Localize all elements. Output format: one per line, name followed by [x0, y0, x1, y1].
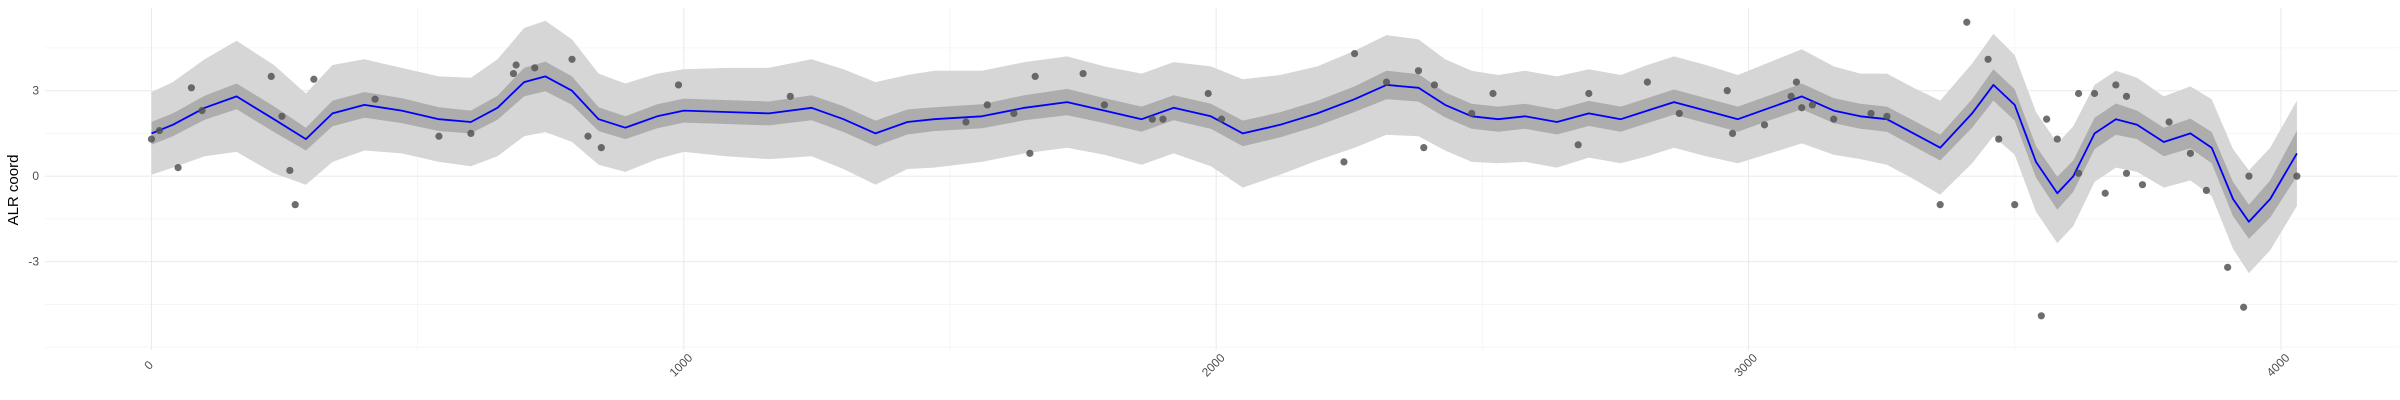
data-point [1382, 78, 1391, 86]
data-point [1420, 144, 1428, 152]
data-point [597, 144, 605, 152]
data-point [2245, 172, 2253, 180]
data-point [2240, 303, 2248, 311]
y-tick-label: -3 [28, 255, 39, 269]
data-point [1430, 81, 1439, 89]
data-point [198, 107, 206, 115]
y-tick-label: 3 [32, 84, 39, 98]
data-point [1963, 18, 1971, 26]
data-point [1031, 72, 1039, 80]
data-point [2074, 169, 2083, 177]
data-point [1883, 112, 1891, 120]
data-point [174, 164, 182, 172]
data-point [2043, 115, 2051, 123]
data-point [310, 75, 318, 83]
data-point [1217, 115, 1226, 123]
data-point [2037, 312, 2045, 320]
data-point [2101, 189, 2109, 197]
data-point [1675, 109, 1683, 118]
data-point [155, 126, 164, 135]
data-point [786, 92, 794, 100]
data-point [2112, 81, 2120, 89]
data-point [1995, 135, 2003, 143]
data-point [291, 201, 299, 209]
data-point [512, 61, 520, 69]
data-point [1808, 101, 1817, 109]
data-point [509, 69, 518, 78]
data-point [2122, 169, 2131, 177]
data-point [147, 135, 156, 143]
data-point [1574, 141, 1582, 149]
x-tick-label: 1000 [667, 351, 696, 380]
x-axis-ticks: 0 1000 2000 3000 4000 [141, 351, 2292, 380]
data-point [1792, 78, 1801, 86]
x-tick-label: 0 [141, 358, 156, 373]
data-point [1936, 201, 1944, 209]
data-point [1204, 89, 1212, 98]
data-point [187, 84, 195, 92]
data-point [2224, 263, 2232, 271]
data-point [568, 55, 576, 63]
data-point [962, 118, 970, 126]
x-tick-label: 2000 [1199, 351, 1228, 380]
data-point [531, 64, 539, 72]
data-point [1984, 55, 1992, 63]
data-point [2090, 89, 2099, 98]
data-point [1010, 109, 1018, 118]
outer-confidence-band [151, 20, 2297, 274]
y-axis-ticks: -3 0 3 [28, 84, 39, 269]
data-point [1723, 87, 1731, 95]
data-point [467, 129, 475, 137]
data-point [2122, 92, 2131, 100]
data-point [1414, 67, 1423, 75]
data-point [584, 132, 592, 140]
data-point [1728, 129, 1737, 137]
confidence-bands [151, 20, 2297, 274]
fitted-curve [151, 75, 2298, 223]
data-point [2138, 181, 2147, 189]
inner-confidence-band [151, 61, 2297, 239]
data-point [2074, 89, 2083, 98]
y-tick-label: 0 [32, 169, 39, 183]
fitted-line [151, 75, 2298, 223]
data-point [1350, 50, 1359, 58]
data-point [2186, 149, 2194, 157]
data-point [1830, 115, 1838, 123]
data-point [2053, 135, 2061, 143]
x-tick-label: 3000 [1731, 351, 1760, 380]
data-point [1148, 115, 1156, 123]
data-point [286, 166, 294, 175]
data-point [2165, 118, 2173, 126]
data-point [1585, 89, 1593, 98]
data-point [278, 112, 286, 120]
y-axis-title: ALR coord [5, 155, 22, 226]
data-point [2202, 186, 2210, 194]
data-point [1798, 104, 1806, 112]
data-point [2293, 172, 2301, 180]
data-point [371, 95, 379, 103]
data-point [1787, 92, 1795, 100]
data-point [2011, 201, 2019, 209]
data-point [1643, 78, 1651, 86]
data-point [1867, 109, 1875, 118]
data-point [1340, 158, 1348, 166]
data-point [1159, 115, 1167, 123]
data-point [267, 72, 275, 80]
data-point [983, 101, 991, 109]
data-point [1079, 69, 1087, 78]
data-point [1100, 101, 1108, 109]
data-point [1026, 149, 1034, 157]
data-point [1489, 89, 1497, 98]
x-tick-label: 4000 [2264, 351, 2293, 380]
data-points [147, 18, 2301, 320]
data-point [1760, 121, 1769, 129]
data-point [674, 81, 683, 89]
data-point [1468, 109, 1476, 118]
data-point [435, 132, 443, 140]
